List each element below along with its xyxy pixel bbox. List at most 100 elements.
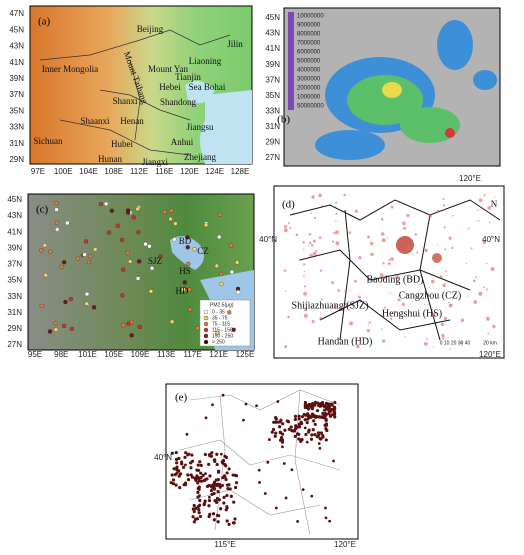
pollution-spot (490, 267, 495, 272)
pollution-spot (416, 251, 419, 254)
site (295, 432, 300, 436)
site (313, 400, 318, 404)
pollution-spot (439, 275, 443, 279)
legend-label: 35 - 75 (212, 315, 228, 321)
legend-label: 0 - 35 (212, 309, 225, 315)
legend-label: 2000000 (297, 86, 321, 92)
panel-c (27, 193, 255, 351)
pollution-spot (385, 204, 388, 207)
legend-box (199, 299, 251, 347)
site (278, 425, 282, 429)
station (148, 289, 154, 294)
site (195, 474, 199, 478)
station (69, 326, 75, 331)
site (215, 462, 219, 467)
site (216, 489, 220, 494)
emission-area (400, 107, 460, 143)
pollution-spot (412, 253, 414, 256)
pollution-spot (386, 237, 389, 240)
site (183, 455, 187, 459)
station (43, 273, 48, 278)
site (227, 522, 231, 526)
site (227, 467, 231, 471)
site (175, 468, 179, 472)
site (228, 487, 232, 491)
site (220, 483, 224, 487)
pollution-spot (444, 248, 447, 251)
legend-label: 75 - 115 (212, 321, 230, 327)
site (174, 450, 178, 455)
station (61, 323, 67, 329)
lon-label: 105E (104, 350, 123, 359)
site (197, 488, 201, 491)
station (84, 291, 90, 297)
station (219, 271, 224, 277)
pollution-spot (401, 302, 406, 307)
site (242, 418, 245, 422)
emission-area (473, 70, 497, 90)
site (198, 514, 203, 519)
site (220, 460, 224, 464)
site (190, 459, 195, 463)
pollution-spot (442, 283, 447, 288)
legend-label: 5000000 (297, 59, 321, 65)
pollution-spot (318, 193, 322, 198)
station (136, 230, 141, 235)
lat-label: 40°N (259, 235, 277, 244)
site (192, 503, 196, 508)
city-name: Cangzhou (CZ) (399, 290, 462, 301)
pollution-spot (295, 233, 299, 237)
station (53, 327, 59, 332)
site (215, 496, 219, 500)
pollution-spot (448, 303, 453, 308)
site (204, 416, 208, 420)
site (191, 515, 195, 519)
site (196, 490, 200, 494)
site (211, 512, 216, 516)
pollution-spot (356, 344, 360, 349)
pollution-spot (403, 226, 407, 230)
pollution-spot (394, 274, 399, 279)
lat-label: 41N (9, 58, 24, 67)
pollution-spot (311, 195, 315, 199)
pollution-spot (424, 303, 426, 305)
site (313, 403, 317, 407)
legend-label: > 250 (212, 339, 225, 345)
site (174, 457, 179, 461)
site (184, 451, 188, 455)
place-name: Jilin (227, 39, 243, 49)
station (68, 296, 74, 302)
pollution-spot (344, 302, 348, 306)
place-name: Jiangsu (187, 122, 215, 132)
pollution-spot (414, 233, 417, 236)
pollution-spot (475, 276, 478, 279)
station (135, 276, 141, 281)
station (42, 243, 47, 248)
pollution-spot (487, 206, 492, 210)
lat-label: 45N (265, 13, 280, 22)
station (162, 209, 167, 215)
pollution-spot (490, 235, 493, 237)
pollution-spot (312, 251, 317, 256)
pollution-spot (368, 321, 371, 324)
station (39, 248, 44, 253)
place-name: Anhui (171, 137, 194, 147)
site (199, 463, 203, 468)
site (244, 402, 248, 406)
site (305, 412, 309, 416)
site (321, 411, 325, 415)
pollution-spot (460, 318, 465, 323)
lat-label: 45N (7, 195, 22, 204)
lon-label: 100E (54, 167, 73, 176)
pollution-spot (303, 271, 306, 273)
site (219, 507, 223, 511)
site (207, 495, 211, 499)
city-code: HS (179, 266, 191, 276)
pollution-spot (442, 337, 445, 340)
pollution-spot (370, 252, 374, 257)
station (65, 220, 70, 226)
pollution-spot (488, 221, 491, 224)
site (309, 437, 314, 441)
lon-label: 104E (79, 167, 98, 176)
station (186, 261, 191, 267)
